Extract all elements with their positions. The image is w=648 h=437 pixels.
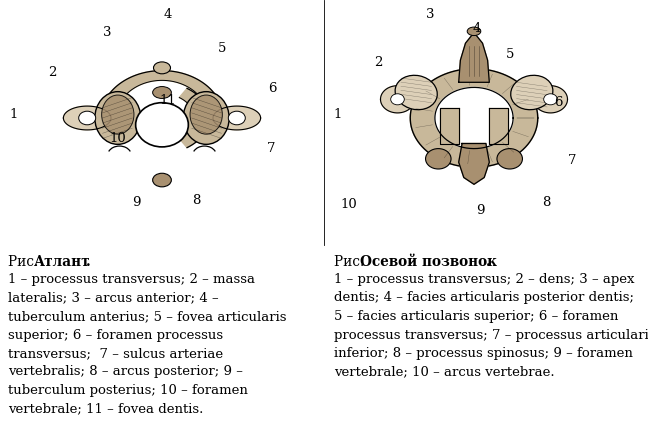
Text: .: .: [486, 255, 491, 269]
Polygon shape: [380, 86, 415, 113]
Text: vertebrale; 11 – fovea dentis.: vertebrale; 11 – fovea dentis.: [8, 402, 203, 416]
Text: 10: 10: [110, 132, 126, 145]
Text: Рис.: Рис.: [334, 255, 369, 269]
Text: 6: 6: [554, 96, 562, 108]
Text: lateralis; 3 – arcus anterior; 4 –: lateralis; 3 – arcus anterior; 4 –: [8, 291, 218, 305]
Text: 8: 8: [192, 194, 200, 207]
Text: Осевой позвонок: Осевой позвонок: [360, 255, 497, 269]
Text: vertebralis; 8 – arcus posterior; 9 –: vertebralis; 8 – arcus posterior; 9 –: [8, 365, 243, 378]
Polygon shape: [459, 35, 489, 82]
Polygon shape: [435, 87, 513, 149]
Text: 2: 2: [48, 66, 56, 80]
Text: vertebrale; 10 – arcus vertebrae.: vertebrale; 10 – arcus vertebrae.: [334, 365, 555, 378]
Text: 1: 1: [10, 108, 18, 121]
Ellipse shape: [102, 95, 134, 134]
Polygon shape: [179, 88, 209, 148]
Ellipse shape: [135, 103, 189, 147]
Text: transversus;  7 – sulcus arteriae: transversus; 7 – sulcus arteriae: [8, 347, 223, 360]
Ellipse shape: [467, 27, 481, 35]
Text: 7: 7: [267, 142, 275, 155]
Ellipse shape: [228, 111, 246, 125]
Text: 8: 8: [542, 195, 550, 208]
Ellipse shape: [511, 75, 553, 110]
Polygon shape: [105, 71, 219, 104]
Text: 3: 3: [103, 27, 111, 39]
Text: processus transversus; 7 – processus articularis: processus transversus; 7 – processus art…: [334, 329, 648, 341]
Text: 4: 4: [164, 7, 172, 21]
Ellipse shape: [95, 92, 141, 144]
Text: 1 – processus transversus; 2 – dens; 3 – apex: 1 – processus transversus; 2 – dens; 3 –…: [334, 273, 634, 286]
Text: 1: 1: [334, 108, 342, 121]
Text: 5: 5: [218, 42, 226, 55]
Text: 6: 6: [268, 81, 276, 94]
Text: tuberculum anterius; 5 – fovea articularis: tuberculum anterius; 5 – fovea articular…: [8, 310, 286, 323]
Ellipse shape: [395, 75, 437, 110]
Text: .: .: [86, 255, 91, 269]
Text: Атлант: Атлант: [34, 255, 91, 269]
Text: tuberculum posterius; 10 – foramen: tuberculum posterius; 10 – foramen: [8, 384, 248, 397]
Text: 10: 10: [341, 198, 358, 212]
Ellipse shape: [544, 94, 557, 105]
Text: 9: 9: [132, 195, 140, 208]
Text: 9: 9: [476, 204, 484, 216]
Polygon shape: [489, 108, 508, 143]
Text: 3: 3: [426, 8, 434, 21]
Ellipse shape: [426, 149, 451, 169]
Text: 2: 2: [374, 55, 382, 69]
Ellipse shape: [391, 94, 404, 105]
Ellipse shape: [153, 173, 171, 187]
Text: 1 – processus transversus; 2 – massa: 1 – processus transversus; 2 – massa: [8, 273, 255, 286]
Ellipse shape: [78, 111, 96, 125]
Polygon shape: [213, 106, 260, 130]
Ellipse shape: [190, 95, 222, 134]
Ellipse shape: [183, 92, 229, 144]
Ellipse shape: [154, 62, 170, 74]
Text: 5 – facies articularis superior; 6 – foramen: 5 – facies articularis superior; 6 – for…: [334, 310, 618, 323]
Polygon shape: [459, 143, 489, 184]
Polygon shape: [64, 106, 111, 130]
Polygon shape: [410, 69, 538, 167]
Text: 4: 4: [473, 21, 481, 35]
Text: superior; 6 – foramen processus: superior; 6 – foramen processus: [8, 329, 223, 341]
Ellipse shape: [497, 149, 522, 169]
Ellipse shape: [153, 87, 171, 98]
Text: dentis; 4 – facies articularis posterior dentis;: dentis; 4 – facies articularis posterior…: [334, 291, 634, 305]
Text: 7: 7: [568, 153, 576, 166]
Text: 11: 11: [159, 94, 176, 107]
Text: 5: 5: [506, 49, 514, 62]
Text: inferior; 8 – processus spinosus; 9 – foramen: inferior; 8 – processus spinosus; 9 – fo…: [334, 347, 633, 360]
Text: Рис.: Рис.: [8, 255, 43, 269]
Polygon shape: [533, 86, 568, 113]
Polygon shape: [440, 108, 459, 143]
